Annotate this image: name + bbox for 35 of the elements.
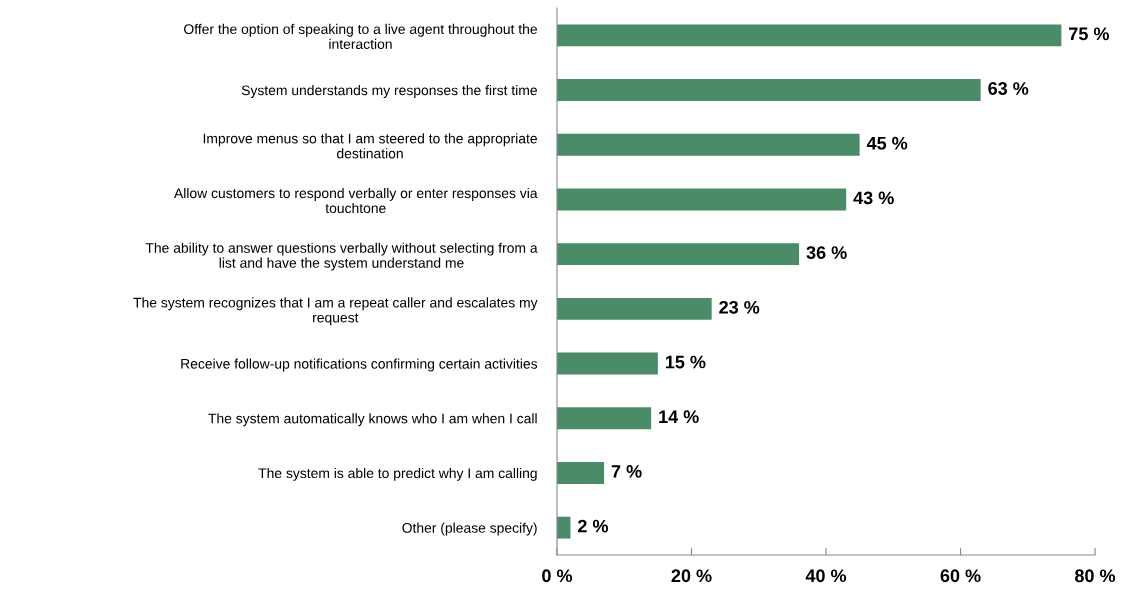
bar <box>557 79 981 101</box>
data-label: 23 % <box>719 300 760 314</box>
x-tick-label: 0 % <box>542 569 573 583</box>
data-label: 15 % <box>665 355 706 369</box>
y-tick-label: System understands my responses the first time <box>241 85 537 98</box>
bar <box>557 352 658 375</box>
data-label: 7 % <box>611 465 642 478</box>
y-tick-label: The ability to answer questions verbally without selecting from a list and have the system understand me <box>145 242 538 271</box>
x-tick-label: 40 % <box>805 569 847 583</box>
data-label: 14 % <box>659 410 699 424</box>
y-tick-label: Other (please specify) <box>402 522 537 536</box>
data-label: 63 % <box>988 82 1029 95</box>
y-tick-label: Allow customers to respond verbally or enter responses via touchtone <box>174 187 538 214</box>
bar <box>557 188 847 211</box>
y-tick-label: The system is able to predict why I am calling <box>258 467 537 481</box>
data-label: 45 % <box>866 136 908 150</box>
bar <box>557 133 860 156</box>
bar <box>557 462 605 484</box>
y-tick-label: The system recognizes that I am a repeat caller and escalates my request <box>133 297 538 326</box>
y-tick-label: The system automatically knows who I am when I call <box>208 413 537 427</box>
bar <box>557 24 1062 47</box>
x-tick-label: 60 % <box>940 569 981 583</box>
data-label: 36 % <box>806 246 847 260</box>
bar <box>557 297 712 320</box>
data-label: 2 % <box>578 519 609 533</box>
y-tick-label: Receive follow-up notifications confirming certain activities <box>181 358 538 372</box>
x-tick-label: 20 % <box>671 569 712 583</box>
bar <box>557 516 571 539</box>
bar <box>557 243 800 266</box>
bar <box>557 407 652 430</box>
y-tick-label: Improve menus so that I am steered to the appropriate destination <box>203 133 537 159</box>
data-label: 75 % <box>1069 27 1109 41</box>
data-label: 43 % <box>853 191 894 205</box>
x-tick-label: 80 % <box>1075 569 1116 583</box>
y-tick-label: Offer the option of speaking to a live agent throughout the interaction <box>184 23 537 50</box>
